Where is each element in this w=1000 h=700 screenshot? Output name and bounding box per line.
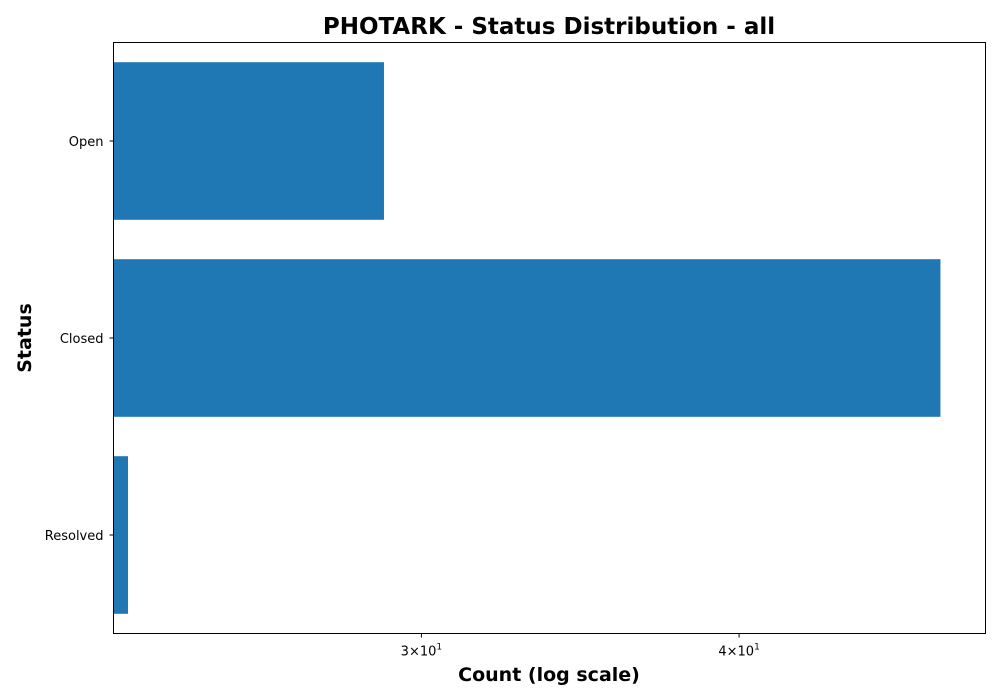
y-tick-label-open: Open <box>69 135 104 150</box>
y-tick-label-closed: Closed <box>60 332 104 347</box>
y-axis-ticks: Open Closed Resolved <box>45 135 114 544</box>
x-tick-label-1: 4×101 <box>718 643 759 660</box>
bar-resolved <box>113 456 128 614</box>
x-tick-label-0: 3×101 <box>401 643 442 660</box>
plot-frame <box>113 42 986 634</box>
y-tick-label-resolved: Resolved <box>45 529 104 544</box>
chart-title: PHOTARK - Status Distribution - all <box>323 14 775 40</box>
y-axis-label: Status <box>14 303 36 373</box>
bar-closed <box>113 259 941 417</box>
x-axis-ticks: 3×101 4×101 <box>401 633 760 660</box>
bar-group <box>113 62 941 614</box>
bar-open <box>113 62 384 220</box>
x-axis-label: Count (log scale) <box>458 664 640 686</box>
